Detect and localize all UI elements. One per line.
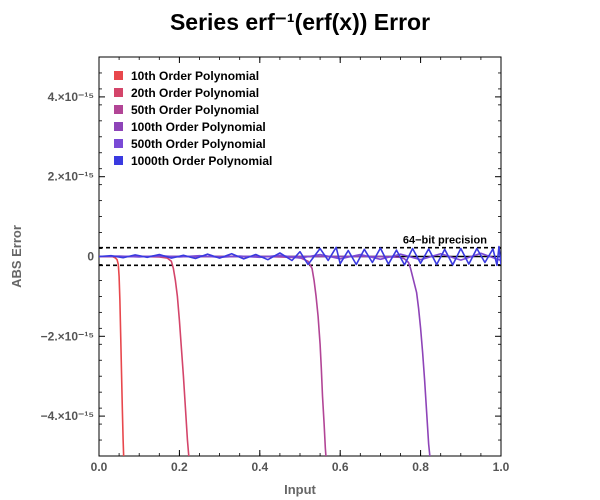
x-tick-label: 1.0: [493, 460, 510, 474]
legend-label: 500th Order Polynomial: [131, 137, 266, 151]
y-tick-label: 2.×10⁻¹⁵: [48, 170, 94, 184]
series-line-1: [99, 255, 125, 456]
legend: 10th Order Polynomial 20th Order Polynomi…: [114, 69, 272, 168]
chart-title: Series erf⁻¹(erf(x)) Error: [170, 9, 430, 35]
legend-label: 10th Order Polynomial: [131, 69, 259, 83]
x-axis-label: Input: [284, 482, 316, 497]
series-line-6: [99, 245, 501, 267]
legend-swatch: [114, 122, 123, 131]
axis-ticks: 0.0 0.2 0.4 0.6 0.8 1.0 4.×10⁻¹⁵ 2.×10⁻¹⁵ 0 −2.×1…: [41, 56, 510, 474]
legend-swatch: [114, 71, 123, 80]
y-tick-label: −4.×10⁻¹⁵: [41, 409, 94, 423]
x-tick-label: 0.0: [91, 460, 108, 474]
legend-label: 20th Order Polynomial: [131, 86, 259, 100]
y-tick-label: −2.×10⁻¹⁵: [41, 329, 94, 343]
y-tick-label: 0: [87, 250, 94, 264]
series-lines: [99, 245, 501, 456]
series-line-2: [99, 255, 190, 456]
legend-swatch: [114, 139, 123, 148]
legend-swatch: [114, 88, 123, 97]
series-line-3: [99, 255, 327, 456]
legend-label: 1000th Order Polynomial: [131, 154, 272, 168]
legend-label: 50th Order Polynomial: [131, 103, 259, 117]
legend-swatch: [114, 105, 123, 114]
reference-lines: [99, 246, 501, 267]
y-tick-label: 4.×10⁻¹⁵: [48, 90, 94, 104]
y-axis-label: ABS Error: [9, 225, 24, 288]
x-tick-label: 0.4: [251, 460, 268, 474]
series-line-4: [99, 255, 431, 456]
x-tick-label: 0.8: [412, 460, 429, 474]
x-tick-label: 0.2: [171, 460, 188, 474]
legend-swatch: [114, 156, 123, 165]
legend-label: 100th Order Polynomial: [131, 120, 266, 134]
reference-line-label: 64−bit precision: [403, 235, 487, 247]
x-tick-label: 0.6: [332, 460, 349, 474]
